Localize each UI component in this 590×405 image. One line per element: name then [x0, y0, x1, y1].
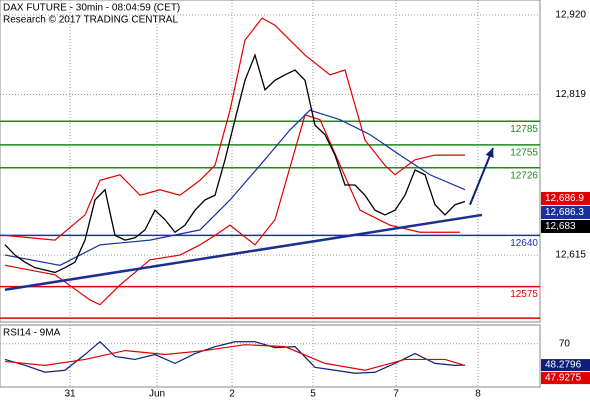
price-marker-label: 12,683	[545, 221, 576, 232]
y-tick-label: 12,819	[555, 89, 586, 100]
price-marker	[541, 219, 590, 233]
rsi-marker-label: 47.9275	[545, 373, 582, 384]
y-tick-label: 12,615	[555, 250, 586, 261]
level-label: 12755	[510, 148, 538, 159]
x-tick-label: 7	[393, 389, 399, 400]
x-tick-label: 8	[475, 389, 481, 400]
trendline	[4, 213, 483, 291]
x-tick-label: 2	[229, 389, 235, 400]
rsi-marker-label: 48.2796	[545, 360, 582, 371]
arrow-head	[485, 148, 494, 158]
level-label: 12726	[510, 170, 538, 181]
rsi-title: RSI14 - 9MA	[3, 328, 61, 339]
price-marker	[541, 191, 590, 205]
x-tick-label: 5	[310, 389, 316, 400]
chart-title: DAX FUTURE - 30min - 08:04:59 (CET)	[3, 3, 180, 14]
indicator-line	[4, 109, 466, 266]
x-tick-label: Jun	[149, 389, 165, 400]
level-label: 12785	[510, 124, 538, 135]
indicator-line	[4, 114, 460, 306]
rsi-line	[4, 344, 466, 371]
price-line	[4, 53, 466, 274]
level-label: 12575	[510, 289, 538, 300]
y-tick-label: 70	[559, 338, 571, 349]
price-marker	[541, 205, 590, 219]
indicator-line	[4, 17, 465, 241]
rsi-panel	[0, 324, 541, 388]
chart-subtitle: Research © 2017 TRADING CENTRAL	[3, 15, 178, 26]
price-panel	[0, 0, 541, 323]
arrow	[469, 147, 494, 206]
price-marker-label: 12,686.9	[545, 193, 584, 204]
price-marker-label: 12,686.3	[545, 207, 584, 218]
rsi-line	[4, 340, 466, 374]
rsi-marker	[541, 359, 590, 372]
level-label: 12640	[510, 238, 538, 249]
x-tick-label: 31	[64, 389, 76, 400]
y-tick-label: 12,920	[555, 10, 586, 21]
rsi-marker	[541, 372, 590, 385]
